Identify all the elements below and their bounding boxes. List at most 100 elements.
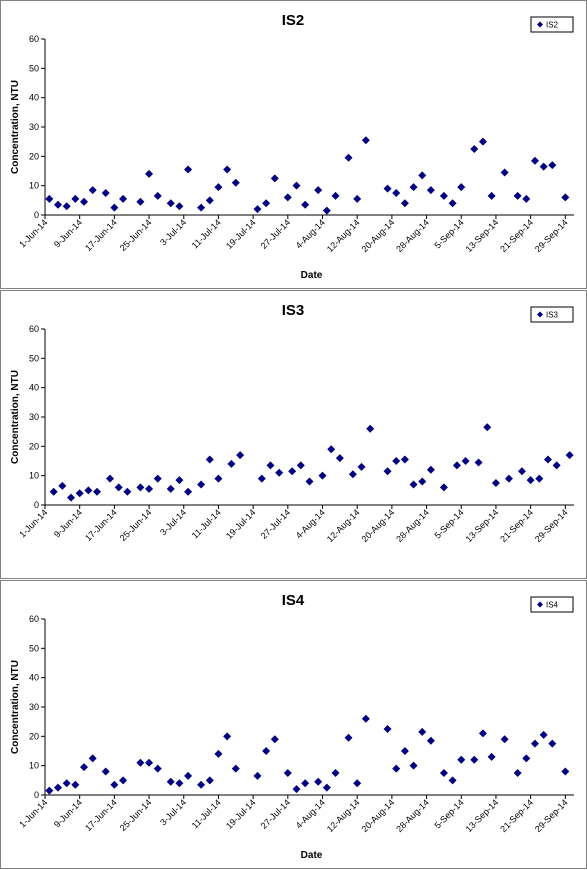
x-tick-label: 29-Sep-14 [533, 217, 570, 254]
data-point [448, 776, 457, 785]
data-point [145, 484, 154, 493]
data-point [535, 474, 544, 483]
data-point [513, 769, 522, 777]
y-tick-label: 40 [29, 673, 39, 683]
data-point [439, 191, 448, 200]
legend-marker [537, 21, 543, 28]
x-tick-label: 12-Aug-14 [325, 217, 362, 254]
data-point [214, 749, 223, 758]
data-point [136, 483, 145, 492]
x-tick-label: 3-Jul-14 [158, 797, 188, 827]
y-tick-label: 60 [29, 324, 39, 334]
x-tick-label: 28-Aug-14 [394, 217, 431, 254]
data-point [236, 451, 245, 460]
x-tick-label: 5-Sep-14 [432, 797, 465, 830]
data-point [223, 732, 232, 741]
data-point [526, 476, 535, 485]
data-point [292, 181, 301, 190]
data-point [383, 725, 392, 733]
x-axis-label: Date [301, 270, 323, 281]
data-point [487, 191, 496, 200]
data-point [214, 183, 223, 192]
y-tick-label: 30 [29, 412, 39, 422]
data-point [305, 477, 314, 486]
data-point [253, 205, 262, 214]
data-point [175, 476, 184, 485]
y-tick-label: 10 [29, 471, 39, 481]
data-point [539, 730, 548, 739]
x-tick-label: 28-Aug-14 [394, 507, 431, 544]
x-tick-label: 3-Jul-14 [158, 507, 188, 537]
y-tick-label: 30 [29, 122, 39, 132]
data-point [58, 481, 67, 490]
data-point [166, 199, 175, 208]
y-tick-label: 10 [29, 181, 39, 191]
x-tick-label: 27-Jul-14 [259, 217, 293, 251]
data-point [145, 169, 154, 178]
legend-marker [537, 311, 543, 318]
scatter-chart-is3: IS3 Concentration, NTU 0 10 20 30 40 50 60 1-Jun-… [10, 302, 574, 544]
x-tick-label: 29-Sep-14 [533, 507, 570, 544]
data-point [478, 729, 487, 738]
x-tick-label: 1-Jun-14 [17, 217, 49, 249]
x-tick-label: 19-Jul-14 [224, 217, 258, 251]
data-point [392, 189, 401, 197]
data-point [491, 479, 500, 487]
x-tick-label: 3-Jul-14 [158, 217, 188, 247]
data-point [322, 206, 331, 215]
data-point [344, 733, 353, 742]
data-point [409, 183, 418, 192]
data-point [353, 194, 362, 203]
data-point [231, 764, 240, 773]
data-point [461, 457, 470, 465]
x-tick-label: 9-Jun-14 [52, 797, 84, 829]
data-point [474, 458, 483, 467]
data-point [504, 474, 513, 483]
y-axis-label: Concentration, NTU [10, 660, 21, 754]
x-tick-label: 25-Jun-14 [118, 217, 154, 253]
y-tick-label: 30 [29, 702, 39, 712]
data-point [327, 445, 336, 454]
data-point [543, 455, 552, 464]
y-tick-label: 0 [34, 210, 39, 220]
y-tick-label: 0 [34, 790, 39, 800]
y-tick-label: 0 [34, 500, 39, 510]
data-point [353, 779, 362, 788]
x-tick-label: 12-Aug-14 [325, 507, 362, 544]
data-point [331, 769, 340, 777]
y-axis-label: Concentration, NTU [10, 80, 21, 174]
data-point [500, 168, 509, 177]
data-point [110, 203, 119, 212]
data-point [266, 461, 275, 470]
data-point [439, 769, 448, 777]
legend-label: IS4 [546, 601, 559, 610]
data-point [517, 467, 526, 476]
data-point [452, 461, 461, 470]
data-point [253, 771, 262, 780]
data-point [301, 200, 310, 209]
y-tick-label: 20 [29, 731, 39, 741]
legend-box [530, 16, 574, 33]
data-point [84, 486, 93, 495]
chart-title: IS3 [282, 302, 305, 319]
data-point [418, 171, 427, 180]
data-point [136, 758, 145, 767]
x-tick-label: 20-Aug-14 [360, 507, 397, 544]
data-point [88, 186, 97, 195]
data-point [335, 454, 344, 463]
data-point [231, 178, 240, 187]
data-point [392, 764, 401, 773]
y-axis-label: Concentration, NTU [10, 370, 21, 464]
data-point [296, 461, 305, 470]
x-tick-label: 5-Sep-14 [432, 217, 465, 250]
x-tick-label: 4-Aug-14 [294, 507, 327, 540]
data-point [288, 467, 297, 476]
data-point [448, 199, 457, 208]
data-point [366, 424, 375, 433]
data-point [530, 156, 539, 165]
data-point [513, 191, 522, 200]
data-point [62, 779, 71, 788]
data-point [197, 780, 206, 789]
x-tick-label: 21-Sep-14 [498, 217, 535, 254]
x-tick-label: 21-Sep-14 [498, 797, 535, 834]
